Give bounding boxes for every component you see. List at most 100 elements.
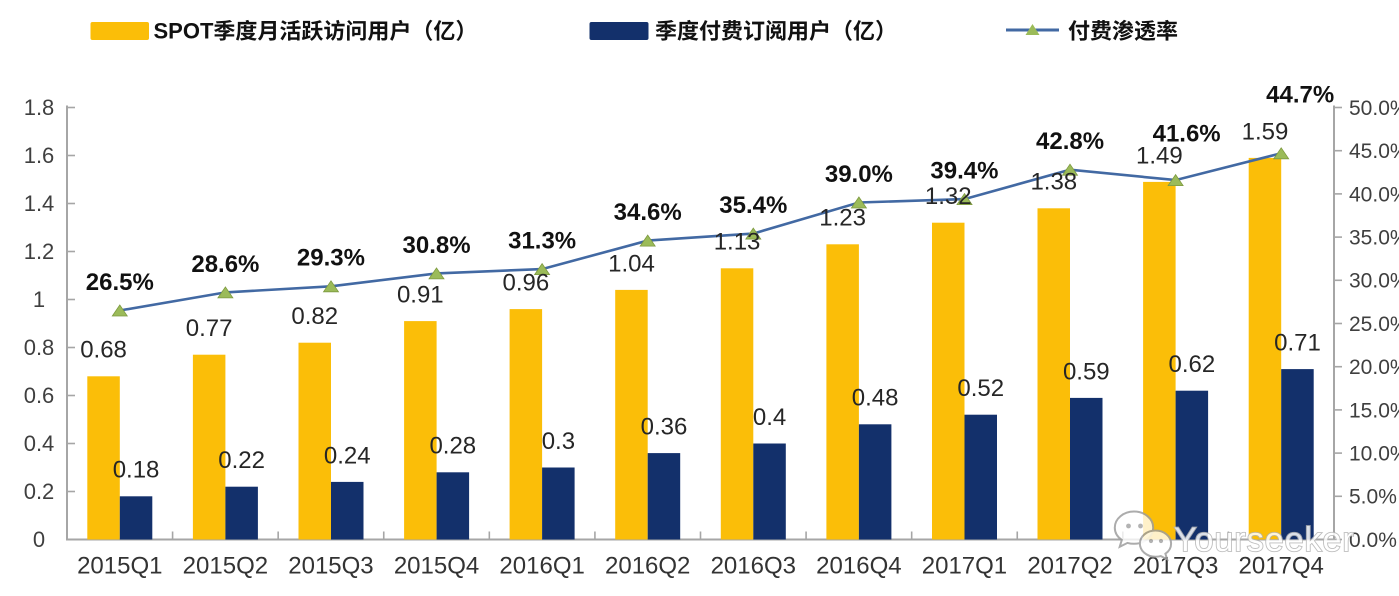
triangle-marker [1272,147,1290,160]
triangle-marker [428,267,445,280]
cjk-glyph [845,19,853,41]
cjk-glyph [1090,20,1112,41]
cjk-glyph [766,20,786,41]
mau-bar-label: 0.77 [186,315,233,342]
cjk-glyph [213,20,235,41]
cjk-glyph [235,19,257,41]
penetration-label: 29.3% [297,245,365,272]
subscriber-bar-label: 0.36 [641,414,688,441]
cjk-glyph [1112,19,1134,41]
triangle-marker [217,286,234,299]
subscriber-bar [119,496,153,540]
left-axis-tick-label: 0.6 [24,383,55,408]
cjk-glyph [324,19,345,41]
category-label: 2017Q4 [1239,552,1324,579]
right-axis-tick-label: 10.0% [1349,442,1399,465]
mau-bar [404,321,437,540]
cjk-glyph [787,21,807,41]
subscriber-bar [1175,390,1209,540]
left-axis-tick-label: 1.2 [24,239,55,264]
right-axis-tick-label: 50.0% [1349,97,1399,120]
left-axis-tick-label: 0.4 [24,431,55,456]
mau-bar [615,289,648,540]
cjk-glyph [367,21,388,41]
mau-bar [720,268,754,540]
cjk-glyph [1134,20,1156,41]
legend: SPOT [90,19,1178,44]
left-axis-tick-label: 1.4 [24,191,55,216]
small-bubble [1138,529,1173,562]
right-axis-tick-label: 40.0% [1349,183,1399,206]
mau-bar-label: 1.49 [1136,142,1183,169]
left-axis-tick-label: 1 [33,287,45,312]
subscriber-bar-label: 0.4 [753,404,786,431]
penetration-label: 39.4% [930,157,998,184]
left-axis-tick-label: 0.8 [24,335,55,360]
mau-bar [1143,181,1176,540]
mau-bar-label: 1.23 [819,205,866,232]
left-axis-tick-label: 1.6 [24,143,55,168]
legend-label-subscribers [655,19,883,41]
mau-bar-label: 1.59 [1242,118,1289,145]
triangle-marker [639,234,656,247]
cjk-glyph [721,20,743,41]
mau-bar [1248,157,1282,540]
bubble-eye [1158,538,1164,544]
subscriber-bar [1070,397,1103,540]
penetration-label: 28.6% [191,251,259,278]
subscriber-bar [225,486,258,540]
penetration-label: 34.6% [614,199,682,226]
penetration-label: 26.5% [86,269,154,296]
subscriber-bar-label: 0.48 [852,385,899,412]
category-label: 2015Q2 [183,552,268,579]
right-axis-tick-label: 20.0% [1349,356,1399,379]
subscriber-bar-label: 0.3 [542,428,575,455]
triangle-marker [745,227,762,240]
axes: 0 0.2 0.4 0.6 0.8 1 1.2 1.4 1.6 1.8 0.0% 5.0% 10.0% 1… [24,95,1399,579]
subscriber-bar [542,467,575,540]
cjk-glyph [425,19,433,41]
bar-series [87,157,1314,540]
subscriber-bar [436,472,470,540]
cjk-glyph [875,19,883,41]
cjk-glyph [1156,19,1178,41]
subscriber-bar [858,424,892,540]
category-label: 2016Q4 [816,552,901,579]
legend-swatch-subscribers [589,22,649,40]
triangle-marker [322,280,340,293]
category-label: 2016Q3 [711,552,796,579]
subscriber-bar-label: 0.71 [1274,330,1321,357]
mau-bar-label: 0.68 [80,337,127,364]
right-axis-tick-label: 35.0% [1349,226,1399,249]
cjk-glyph [677,19,699,41]
cjk-glyph [433,20,455,41]
cjk-glyph [809,19,829,41]
bubble-eye [1138,523,1143,529]
triangle-marker [956,192,973,205]
cjk-glyph [280,20,301,41]
mau-bar-label: 1.13 [714,229,761,256]
cjk-glyph [347,20,366,41]
legend-swatch-mau [90,22,149,40]
category-label: 2015Q3 [288,552,373,579]
cjk-glyph [655,20,677,41]
right-axis-tick-label: 30.0% [1349,270,1399,293]
legend-item-mau: SPOT [90,19,463,44]
cjk-glyph [456,19,463,41]
penetration-label: 35.4% [719,192,787,219]
subscriber-bar [753,443,786,540]
mau-bar [192,354,226,540]
bubble-eye [1126,523,1131,529]
category-label: 2015Q1 [77,552,162,579]
legend-item-penetration [1006,19,1178,41]
subscriber-bar-label: 0.24 [324,442,371,469]
mau-bar [509,309,543,540]
mau-bar [87,376,120,540]
right-axis-tick-label: 25.0% [1349,313,1399,336]
data-labels: 0.68 0.77 0.82 0.91 0.96 1.04 1.13 1.23 1.32 1.38… [80,82,1334,484]
mau-bar-label: 0.82 [291,303,338,330]
triangle-marker [1061,163,1079,176]
subscriber-bar-label: 0.18 [113,457,160,484]
subscriber-bar [331,481,364,540]
